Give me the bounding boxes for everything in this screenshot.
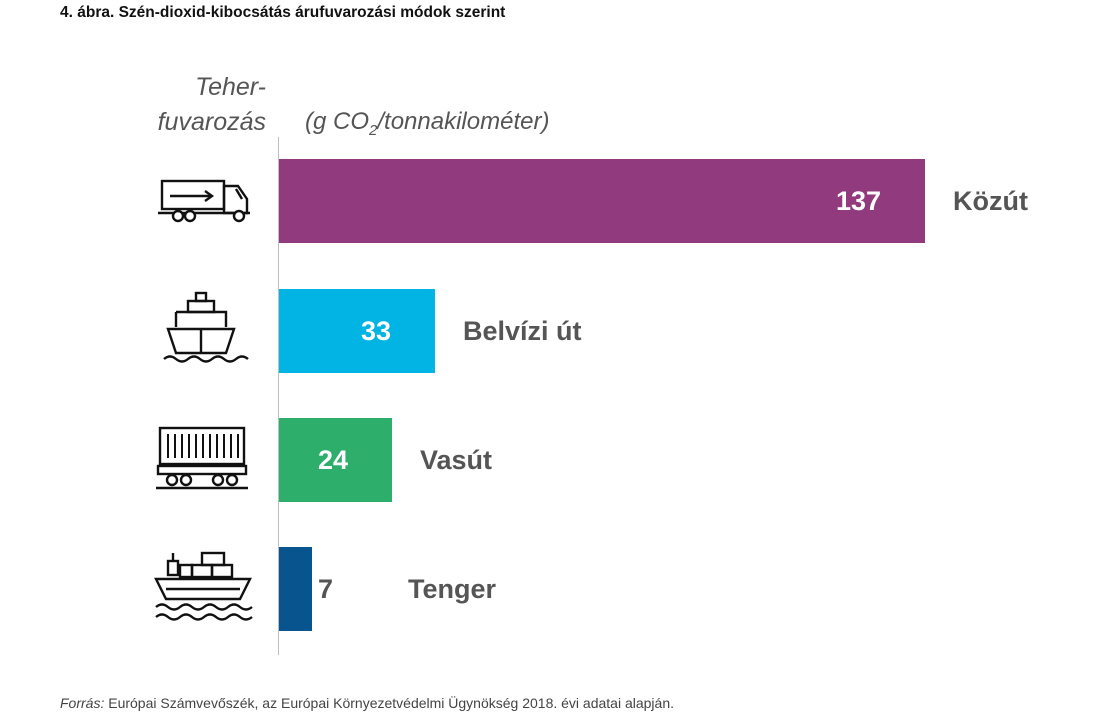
bar-1 [279, 289, 435, 373]
bar-3 [279, 547, 312, 631]
bar-value-label: 33 [360, 316, 391, 346]
bar-0 [279, 159, 925, 243]
chart-title: 4. ábra. Szén-dioxid-kibocsátás árufuvar… [60, 4, 506, 21]
bar-value-label: 7 [318, 574, 334, 604]
category-label: Vasút [420, 445, 493, 475]
cargo-ship-icon [154, 551, 253, 621]
unit-suffix: /tonnakilométer) [377, 108, 550, 135]
category-label: Közút [953, 186, 1028, 216]
category-label: Belvízi út [463, 316, 582, 346]
boat-icon [163, 291, 249, 363]
unit-prefix: (g CO [305, 108, 370, 135]
source-note: Forrás: Európai Számvevőszék, az Európai… [60, 695, 674, 711]
truck-icon [158, 179, 250, 223]
train-icon [156, 426, 248, 490]
category-axis-line [278, 137, 279, 655]
category-label: Tenger [408, 574, 497, 604]
source-label: Forrás: [60, 695, 105, 711]
unit-label: (g CO2/tonnakilométer) [305, 108, 549, 139]
category-axis-title-line2: fuvarozás [157, 108, 266, 136]
unit-subscript: 2 [369, 121, 378, 139]
category-axis-title: Teher- fuvarozás [146, 70, 266, 140]
source-text: Európai Számvevőszék, az Európai Környez… [104, 695, 675, 711]
bar-value-label: 137 [835, 186, 881, 216]
category-axis-title-line1: Teher- [195, 73, 266, 101]
bar-value-label: 24 [317, 445, 348, 475]
bar-2 [279, 418, 392, 502]
